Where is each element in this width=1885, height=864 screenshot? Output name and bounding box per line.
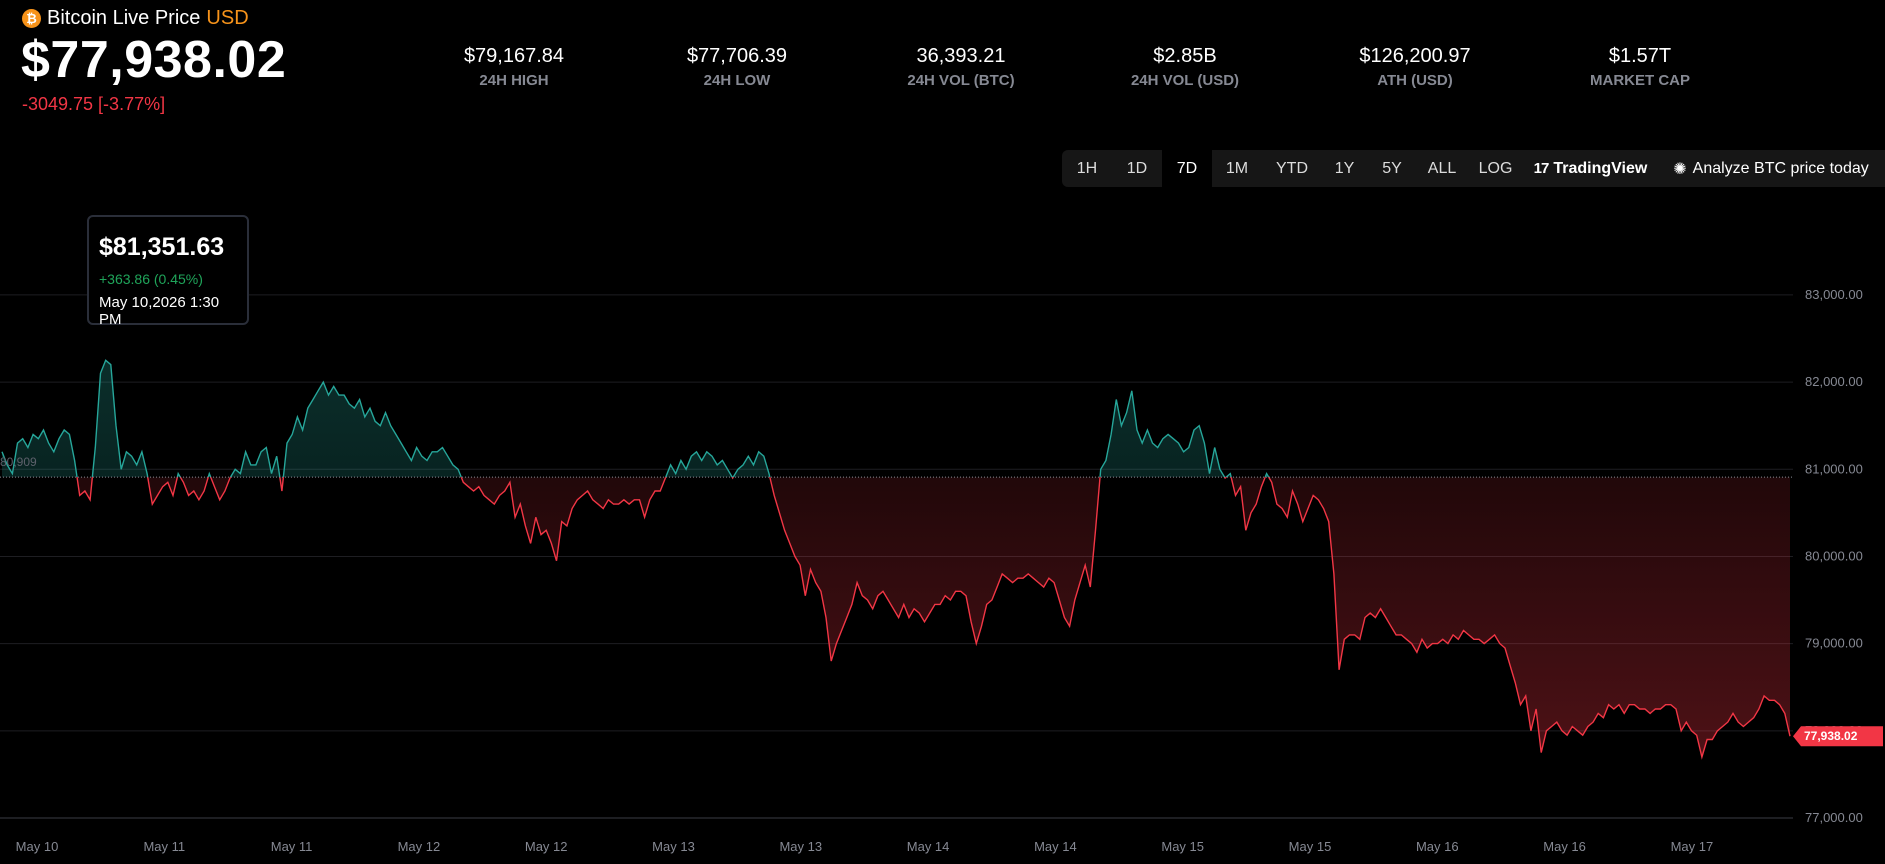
openai-icon: ✺ (1673, 160, 1687, 178)
price-change: -3049.75 [-3.77%] (22, 94, 166, 114)
range-7d-button[interactable]: 7D (1162, 150, 1212, 187)
chart-toolbar: 1H 1D 7D 1M YTD 1Y 5Y ALL LOG 17 Trading… (1062, 150, 1885, 187)
stat-value: $126,200.97 (1359, 45, 1471, 67)
bitcoin-icon: ₿ (22, 9, 41, 28)
stat-label: ATH (USD) (1377, 72, 1453, 89)
y-tick-label: 79,000.00 (1805, 636, 1863, 651)
page-title: Bitcoin Live Price (47, 7, 201, 29)
price-chart[interactable]: 83,000.00 82,000.00 81,000.00 80,000.00 79,0… (0, 205, 1885, 864)
x-tick-label: May 17 (1671, 839, 1714, 854)
x-tick-label: May 16 (1543, 839, 1586, 854)
tooltip-change: +363.86 (0.45%) (99, 271, 203, 287)
x-tick-label: May 11 (271, 839, 313, 854)
range-1h-button[interactable]: 1H (1076, 159, 1098, 177)
y-tick-label: 80,000.00 (1805, 548, 1863, 563)
stat-24h-high: $79,167.84 24H HIGH (414, 45, 614, 89)
title-row: ₿ Bitcoin Live Price USD (22, 7, 249, 30)
x-tick-label: May 10 (16, 839, 59, 854)
x-tick-label: May 15 (1161, 839, 1204, 854)
stat-24h-low: $77,706.39 24H LOW (637, 45, 837, 89)
range-ytd-button[interactable]: YTD (1276, 159, 1308, 177)
baseline-label: 80,909 (0, 455, 37, 469)
price-line-up (1, 359, 1270, 478)
stat-market-cap: $1.57T MARKET CAP (1540, 45, 1740, 89)
y-tick-label: 77,000.00 (1805, 810, 1863, 825)
range-1m-button[interactable]: 1M (1225, 159, 1249, 177)
analyze-label: Analyze BTC price today (1692, 159, 1869, 177)
current-price: $77,938.02 (21, 31, 287, 89)
tradingview-button[interactable]: 17 TradingView (1524, 150, 1657, 187)
stat-label: 24H HIGH (479, 72, 549, 89)
x-axis: May 10 May 11 May 11 May 12 May 12 May 13 May … (16, 839, 1714, 854)
x-tick-label: May 12 (398, 839, 441, 854)
price-tooltip: $81,351.63 +363.86 (0.45%) May 10,2026 1… (87, 215, 249, 328)
stat-value: $79,167.84 (463, 45, 565, 67)
analyze-btc-button[interactable]: ✺ Analyze BTC price today (1657, 150, 1885, 187)
x-tick-label: May 13 (652, 839, 695, 854)
area-below-baseline (2, 477, 1790, 757)
stat-label: 24H VOL (BTC) (907, 72, 1015, 89)
tooltip-date: May 10,2026 1:30 PM (99, 294, 220, 328)
price-line-down (76, 477, 1791, 760)
log-scale-button[interactable]: LOG (1478, 159, 1513, 177)
stat-label: 24H LOW (703, 72, 771, 89)
stat-ath: $126,200.97 ATH (USD) (1315, 45, 1515, 89)
stat-value: $2.85B (1153, 45, 1217, 67)
y-tick-label: 81,000.00 (1805, 461, 1863, 476)
tradingview-logo-icon: 17 (1533, 160, 1550, 177)
stat-value: $1.57T (1608, 45, 1672, 67)
stat-value: $77,706.39 (686, 45, 788, 67)
x-tick-label: May 11 (143, 839, 185, 854)
last-price-label: 77,938.02 (1804, 729, 1858, 743)
x-tick-label: May 12 (525, 839, 568, 854)
area-above-baseline (2, 360, 1269, 478)
tooltip-price: $81,351.63 (99, 233, 225, 261)
stat-label: MARKET CAP (1590, 72, 1690, 89)
range-1y-button[interactable]: 1Y (1334, 159, 1355, 177)
range-1d-button[interactable]: 1D (1126, 159, 1148, 177)
y-tick-label: 83,000.00 (1805, 287, 1863, 302)
x-tick-label: May 14 (907, 839, 950, 854)
stat-value: 36,393.21 (916, 45, 1006, 67)
stat-label: 24H VOL (USD) (1130, 72, 1240, 89)
x-tick-label: May 14 (1034, 839, 1077, 854)
last-price-tag: 77,938.02 (1793, 726, 1883, 747)
stat-24h-vol-btc: 36,393.21 24H VOL (BTC) (861, 45, 1061, 89)
tradingview-label: TradingView (1553, 159, 1648, 177)
y-tick-label: 82,000.00 (1805, 374, 1863, 389)
range-all-button[interactable]: ALL (1427, 159, 1457, 177)
currency-label: USD (206, 7, 249, 29)
range-5y-button[interactable]: 5Y (1382, 159, 1402, 177)
stat-24h-vol-usd: $2.85B 24H VOL (USD) (1085, 45, 1285, 89)
x-tick-label: May 15 (1289, 839, 1332, 854)
x-tick-label: May 13 (779, 839, 822, 854)
x-tick-label: May 16 (1416, 839, 1459, 854)
